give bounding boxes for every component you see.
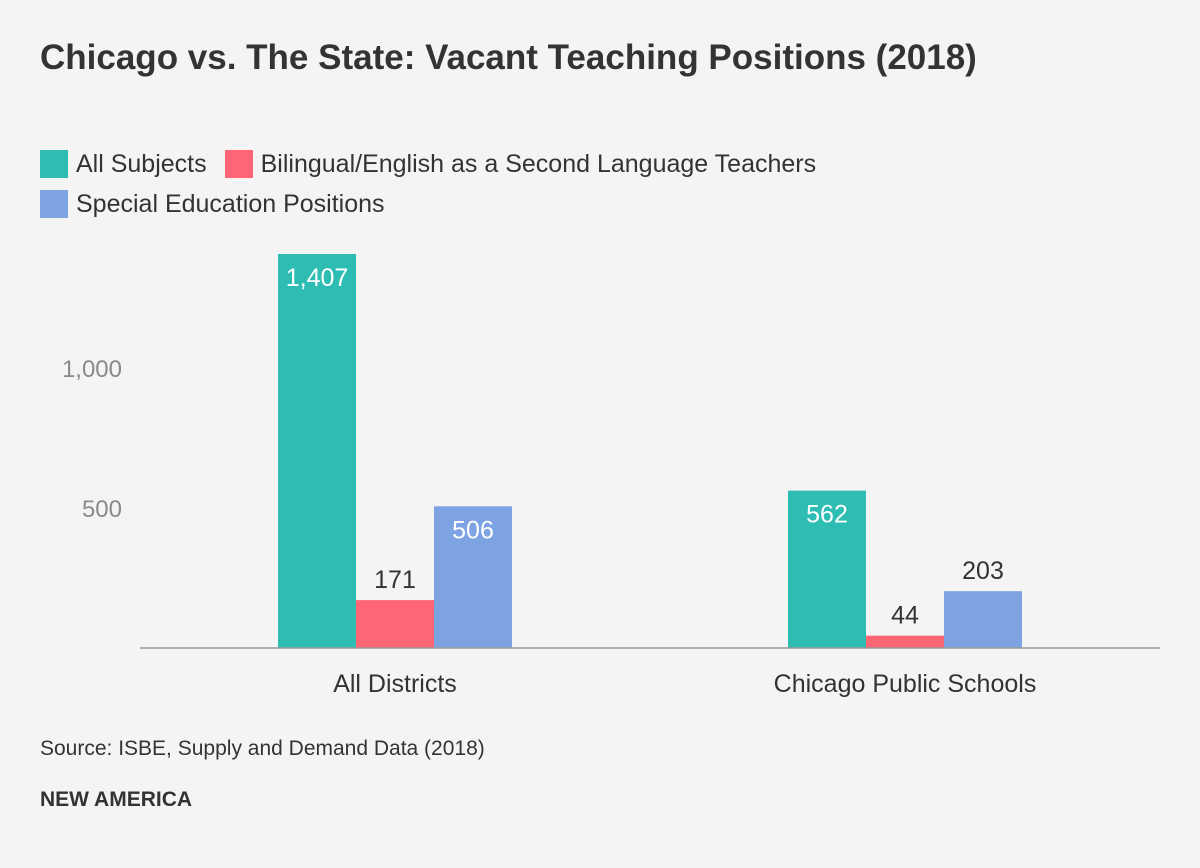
legend-swatch-all-subjects [40,150,68,178]
data-label: 1,407 [286,264,349,292]
legend-swatch-special-education [40,190,68,218]
bar [278,254,356,648]
legend-row: Special Education Positions [40,184,1140,224]
legend: All Subjects Bilingual/English as a Seco… [40,144,1140,224]
brand-logo-text: NEW AMERICA [40,788,193,811]
legend-item-bilingual: Bilingual/English as a Second Language T… [224,149,817,179]
chart-title: Chicago vs. The State: Vacant Teaching P… [40,38,977,77]
source-note: Source: ISBE, Supply and Demand Data (20… [40,737,485,760]
legend-label-bilingual: Bilingual/English as a Second Language T… [260,149,817,178]
data-label: 506 [452,516,494,544]
bar [866,635,944,648]
bar [434,506,512,648]
data-label: 562 [806,501,848,529]
x-category-label: All Districts [333,670,457,698]
legend-label-all-subjects: All Subjects [76,149,207,178]
legend-item-all-subjects: All Subjects [40,150,207,179]
y-tick-label: 1,000 [62,356,122,383]
bar [944,591,1022,648]
data-label: 171 [374,566,416,594]
data-label: 44 [891,602,919,630]
legend-label-special-education: Special Education Positions [76,189,385,218]
y-tick-label: 500 [82,496,122,523]
bar [356,600,434,648]
legend-swatch-bilingual [224,150,253,178]
bar [788,490,866,648]
data-label: 203 [962,557,1004,585]
x-category-label: Chicago Public Schools [774,670,1037,698]
legend-item-special-education: Special Education Positions [40,190,385,219]
legend-row: All Subjects Bilingual/English as a Seco… [40,144,1140,184]
